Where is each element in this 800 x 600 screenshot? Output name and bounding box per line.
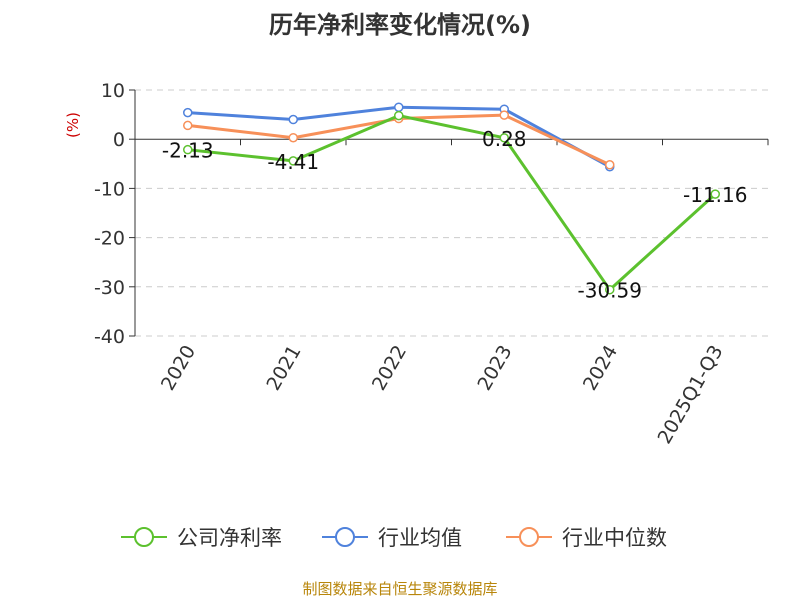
y-tick-label: -20 — [94, 228, 125, 250]
data-point — [394, 110, 404, 121]
legend-label: 公司净利率 — [177, 526, 282, 550]
legend-swatch-marker — [335, 527, 355, 547]
data-point — [499, 133, 509, 143]
source-note: 制图数据来自恒生聚源数据库 — [302, 580, 497, 598]
x-tick-label: 2025Q1-Q3 — [654, 342, 728, 448]
x-tick-label: 2023 — [473, 342, 516, 395]
legend-swatch-marker — [519, 527, 539, 547]
data-point — [288, 132, 298, 143]
data-label: 0.28 — [482, 127, 527, 151]
data-label: -11.16 — [683, 183, 747, 207]
y-tick-label: 10 — [101, 80, 125, 102]
y-tick-label: -40 — [94, 326, 125, 348]
y-tick-label: 0 — [113, 129, 125, 151]
data-point — [605, 284, 615, 295]
series-line — [187, 114, 717, 292]
y-tick-label: -30 — [94, 277, 125, 299]
data-point — [605, 160, 615, 170]
series-layer — [183, 102, 720, 295]
legend: 公司净利率 行业均值 行业中位数 — [121, 526, 667, 550]
legend-swatch-marker — [134, 527, 154, 547]
data-labels: -2.13 -4.41 0.28 -30.59 -11.16 — [162, 127, 748, 303]
data-point — [183, 120, 193, 131]
y-tick-label: -10 — [94, 178, 125, 200]
data-point — [288, 156, 298, 166]
data-label: -4.41 — [267, 150, 319, 174]
legend-label: 行业中位数 — [562, 526, 667, 550]
chart-title: 历年净利率变化情况(%) — [269, 11, 531, 39]
y-axis-label: (%) — [64, 112, 82, 138]
legend-label: 行业均值 — [378, 526, 462, 550]
x-tick-label: 2021 — [262, 342, 305, 395]
data-point — [183, 144, 193, 155]
data-point — [499, 110, 509, 120]
data-point — [183, 107, 193, 118]
data-label: -2.13 — [162, 139, 214, 163]
data-point — [394, 102, 404, 112]
data-point — [710, 189, 720, 199]
x-tick-label: 2020 — [157, 342, 200, 395]
x-tick-label: 2024 — [579, 342, 622, 395]
data-point — [288, 114, 298, 125]
data-label: -30.59 — [578, 279, 642, 303]
axes: 10 0 -10 -20 -30 -40 2020 2021 2022 2023 2024 2025Q… — [94, 80, 769, 448]
x-tick-label: 2022 — [368, 342, 411, 395]
